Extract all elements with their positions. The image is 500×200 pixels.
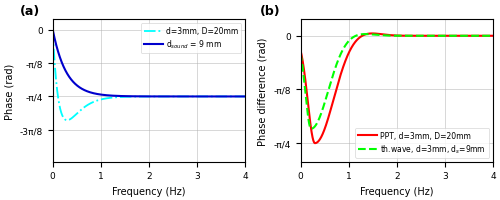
d=3mm, D=20mm — [72, 115, 78, 117]
th.wave, d=3mm, d$_s$=9mm — [490, 35, 496, 38]
th.wave, d=3mm, d$_s$=9mm — [380, 35, 386, 37]
th.wave, d=3mm, d$_s$=9mm — [372, 34, 378, 37]
Legend: PPT, d=3mm, D=20mm, th.wave, d=3mm, d$_s$=9mm: PPT, d=3mm, D=20mm, th.wave, d=3mm, d$_s… — [356, 128, 489, 158]
th.wave, d=3mm, d$_s$=9mm — [486, 35, 492, 38]
th.wave, d=3mm, d$_s$=9mm — [331, 71, 337, 74]
d=3mm, D=20mm — [124, 96, 130, 98]
th.wave, d=3mm, d$_s$=9mm — [320, 109, 326, 111]
d$_{sound}$ = 9 mm — [124, 95, 130, 98]
d$_{sound}$ = 9 mm — [83, 90, 89, 93]
Y-axis label: Phase (rad): Phase (rad) — [4, 63, 14, 119]
d$_{sound}$ = 9 mm — [72, 83, 78, 85]
th.wave, d=3mm, d$_s$=9mm — [308, 128, 314, 130]
d$_{sound}$ = 9 mm — [238, 96, 244, 98]
d=3mm, D=20mm — [242, 96, 248, 98]
Text: (a): (a) — [20, 5, 40, 18]
th.wave, d=3mm, d$_s$=9mm — [298, 53, 304, 55]
PPT, d=3mm, D=20mm — [380, 34, 386, 36]
Legend: d=3mm, D=20mm, d$_{sound}$ = 9 mm: d=3mm, D=20mm, d$_{sound}$ = 9 mm — [141, 24, 242, 54]
PPT, d=3mm, D=20mm — [369, 33, 375, 35]
PPT, d=3mm, D=20mm — [486, 35, 492, 38]
d=3mm, D=20mm — [238, 96, 244, 98]
X-axis label: Frequency (Hz): Frequency (Hz) — [112, 186, 186, 196]
d=3mm, D=20mm — [83, 105, 89, 108]
d$_{sound}$ = 9 mm — [242, 96, 248, 98]
d$_{sound}$ = 9 mm — [132, 96, 138, 98]
PPT, d=3mm, D=20mm — [466, 35, 471, 38]
th.wave, d=3mm, d$_s$=9mm — [466, 35, 471, 38]
d=3mm, D=20mm — [64, 119, 70, 122]
Line: th.wave, d=3mm, d$_s$=9mm: th.wave, d=3mm, d$_s$=9mm — [300, 35, 493, 129]
Line: d$_{sound}$ = 9 mm: d$_{sound}$ = 9 mm — [52, 30, 245, 97]
th.wave, d=3mm, d$_s$=9mm — [362, 34, 368, 36]
PPT, d=3mm, D=20mm — [312, 142, 318, 145]
Y-axis label: Phase difference (rad): Phase difference (rad) — [258, 37, 268, 145]
PPT, d=3mm, D=20mm — [490, 35, 496, 38]
d=3mm, D=20mm — [218, 96, 224, 98]
PPT, d=3mm, D=20mm — [298, 50, 304, 52]
X-axis label: Frequency (Hz): Frequency (Hz) — [360, 186, 434, 196]
PPT, d=3mm, D=20mm — [331, 97, 337, 100]
PPT, d=3mm, D=20mm — [372, 33, 378, 36]
Line: PPT, d=3mm, D=20mm: PPT, d=3mm, D=20mm — [300, 34, 493, 143]
d=3mm, D=20mm — [132, 96, 138, 98]
d$_{sound}$ = 9 mm — [50, 29, 56, 32]
d=3mm, D=20mm — [50, 29, 56, 32]
Text: (b): (b) — [260, 5, 280, 18]
Line: d=3mm, D=20mm: d=3mm, D=20mm — [52, 31, 245, 121]
d$_{sound}$ = 9 mm — [218, 96, 224, 98]
PPT, d=3mm, D=20mm — [320, 133, 326, 136]
